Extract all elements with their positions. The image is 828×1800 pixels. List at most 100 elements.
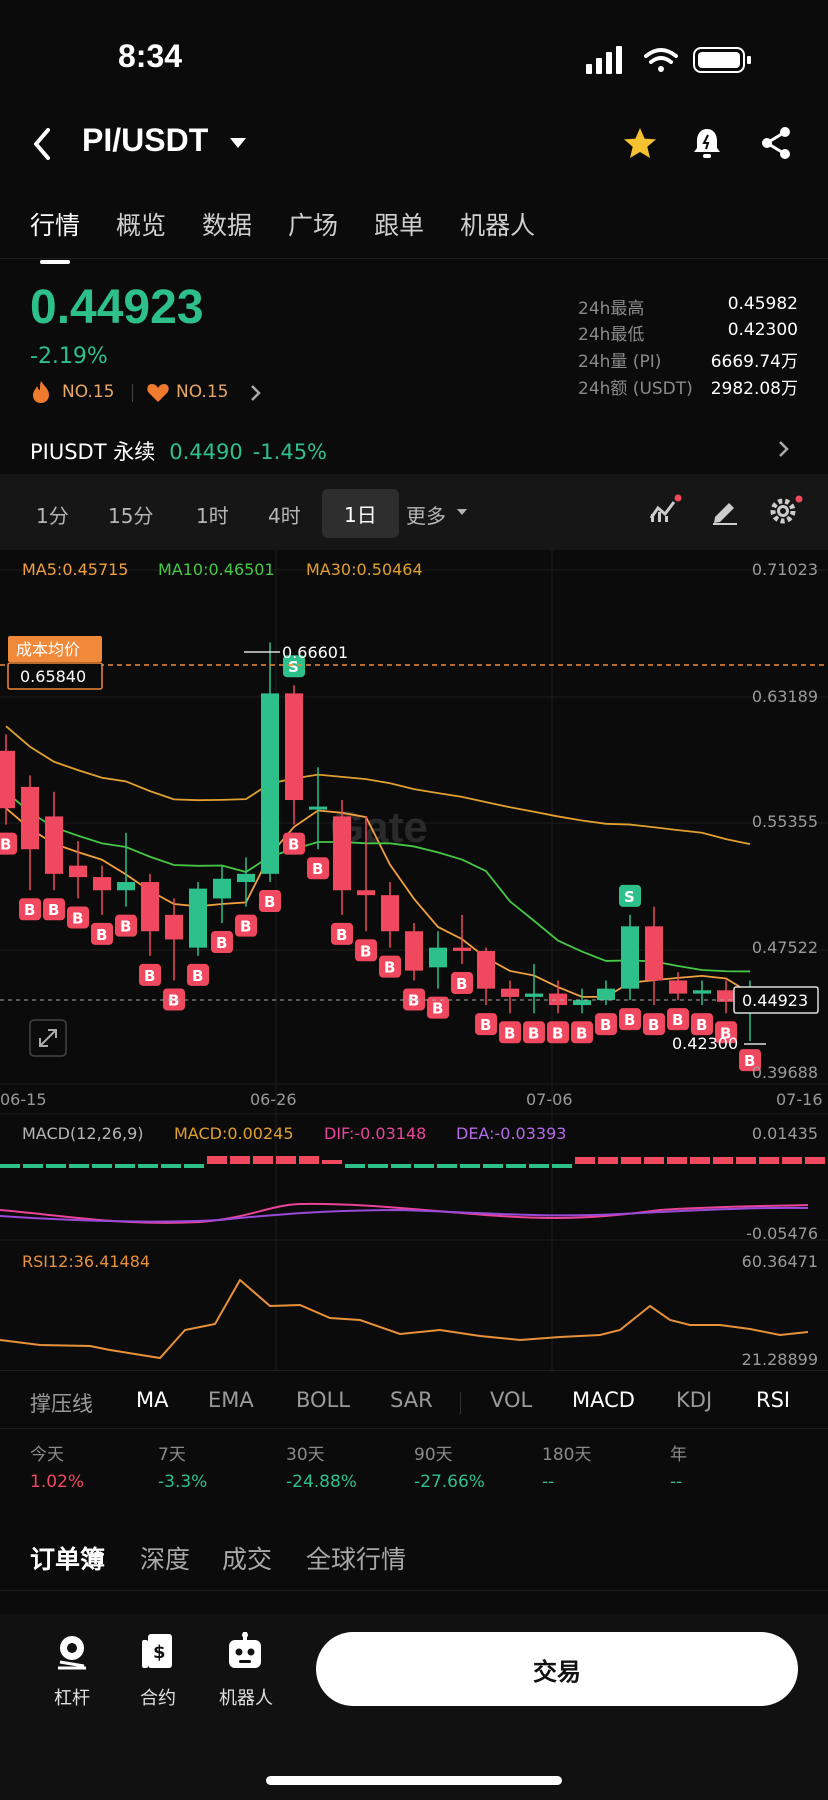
macd-bar — [667, 1157, 687, 1164]
more-caret-icon[interactable] — [456, 508, 468, 516]
perf-value-30d: -24.88% — [286, 1472, 357, 1492]
cost-value-box — [7, 662, 103, 690]
buy-marker-label: B — [744, 1052, 755, 1070]
tab-bot[interactable]: 机器人 — [460, 211, 536, 240]
buy-marker-label: B — [480, 1016, 491, 1034]
indicator-icon[interactable] — [648, 494, 682, 524]
settings-icon[interactable] — [768, 494, 804, 526]
pair-title[interactable]: PI/USDT — [82, 122, 209, 158]
svg-text:$: $ — [153, 1642, 166, 1663]
star-icon[interactable] — [622, 126, 658, 160]
ind-ma[interactable]: MA — [136, 1388, 169, 1412]
ind-boll[interactable]: BOLL — [296, 1388, 350, 1412]
share-icon[interactable] — [760, 126, 792, 160]
perf-label-30d: 30天 — [286, 1445, 325, 1465]
ind-macd[interactable]: MACD — [572, 1388, 635, 1412]
stat-amt-label: 24h额 (USDT) — [578, 379, 693, 399]
tab-market[interactable]: 行情 — [30, 206, 80, 264]
buy-marker — [547, 1021, 569, 1044]
low-marker: 0.42300 — [672, 1034, 738, 1053]
ind-sar[interactable]: SAR — [390, 1388, 433, 1412]
cost-value: 0.65840 — [20, 667, 86, 686]
leverage-label[interactable]: 杠杆 — [54, 1688, 90, 1709]
buy-marker — [355, 939, 377, 962]
ma30-legend: MA30:0.50464 — [306, 560, 423, 579]
ind-ema[interactable]: EMA — [208, 1388, 254, 1412]
dif-value: DIF:-0.03148 — [324, 1124, 427, 1143]
perp-row[interactable]: PIUSDT 永续 0.4490 -1.45% — [30, 436, 327, 466]
macd-bar — [207, 1156, 227, 1164]
candle-body — [165, 914, 183, 940]
ind-vol[interactable]: VOL — [490, 1388, 533, 1412]
buy-marker — [235, 914, 257, 937]
fire-icon — [33, 381, 49, 403]
back-icon[interactable] — [30, 126, 54, 162]
buy-marker — [283, 832, 305, 855]
macd-bar — [529, 1164, 549, 1168]
tab-orderbook[interactable]: 订单簿 — [30, 1545, 106, 1574]
buy-marker-label: B — [360, 942, 371, 960]
stat-low-value: 0.42300 — [727, 320, 798, 340]
tab-overview[interactable]: 概览 — [116, 211, 167, 240]
buy-marker — [43, 898, 65, 921]
buy-marker — [667, 1008, 689, 1031]
tab-data[interactable]: 数据 — [202, 211, 253, 240]
perp-name: PIUSDT 永续 — [30, 440, 156, 464]
interval-1h[interactable]: 1时 — [196, 504, 229, 528]
divider — [0, 1590, 828, 1591]
macd-bar — [184, 1164, 204, 1168]
caret-down-icon[interactable] — [228, 136, 248, 150]
macd-bar — [92, 1164, 112, 1168]
buy-marker — [691, 1013, 713, 1036]
candle-body — [549, 993, 567, 1006]
ind-support[interactable]: 撑压线 — [30, 1392, 93, 1416]
perp-chevron-icon[interactable] — [778, 440, 790, 458]
buy-marker — [523, 1021, 545, 1044]
macd-bar — [414, 1164, 434, 1168]
sell-marker-label: S — [288, 658, 299, 676]
tab-trades[interactable]: 成交 — [222, 1545, 273, 1574]
trade-button[interactable]: 交易 — [316, 1632, 798, 1706]
interval-1m[interactable]: 1分 — [36, 504, 69, 528]
contract-icon[interactable]: $ — [140, 1632, 176, 1672]
draw-icon[interactable] — [710, 496, 740, 526]
interval-more[interactable]: 更多 — [406, 504, 446, 528]
buy-marker — [19, 898, 41, 921]
stat-amt-value: 2982.08万 — [710, 379, 798, 399]
ind-kdj[interactable]: KDJ — [676, 1388, 713, 1412]
macd-bar — [253, 1156, 273, 1164]
perf-value-7d: -3.3% — [158, 1472, 208, 1492]
divider — [0, 1370, 828, 1371]
tab-square[interactable]: 广场 — [288, 211, 339, 240]
interval-4h[interactable]: 4时 — [268, 504, 301, 528]
buy-marker — [571, 1021, 593, 1044]
perf-label-year: 年 — [670, 1445, 687, 1465]
interval-1d[interactable]: 1日 — [322, 489, 399, 538]
buy-marker — [403, 988, 425, 1011]
contract-label[interactable]: 合约 — [140, 1688, 176, 1709]
candles — [0, 642, 759, 1042]
macd-bar — [299, 1156, 319, 1164]
status-time: 8:34 — [118, 38, 183, 74]
buy-marker — [91, 922, 113, 945]
ind-rsi[interactable]: RSI — [756, 1388, 791, 1412]
candle-body — [597, 988, 615, 1001]
candle-body — [573, 1000, 591, 1006]
home-indicator[interactable] — [266, 1776, 562, 1785]
robot-icon[interactable] — [226, 1632, 264, 1672]
expand-icon[interactable] — [29, 1019, 67, 1057]
battery-icon — [693, 47, 751, 73]
buy-marker-label: B — [672, 1011, 683, 1029]
tab-depth[interactable]: 深度 — [140, 1545, 191, 1574]
bell-icon[interactable] — [692, 126, 722, 160]
tab-copy[interactable]: 跟单 — [374, 211, 425, 240]
x-tick-3: 07-16 — [776, 1090, 823, 1109]
robot-label[interactable]: 机器人 — [219, 1688, 273, 1709]
leverage-icon[interactable] — [52, 1632, 92, 1672]
chevron-right-icon[interactable] — [250, 384, 262, 402]
interval-15m[interactable]: 15分 — [108, 504, 154, 528]
tab-global[interactable]: 全球行情 — [306, 1545, 407, 1574]
candle-body — [429, 947, 447, 968]
